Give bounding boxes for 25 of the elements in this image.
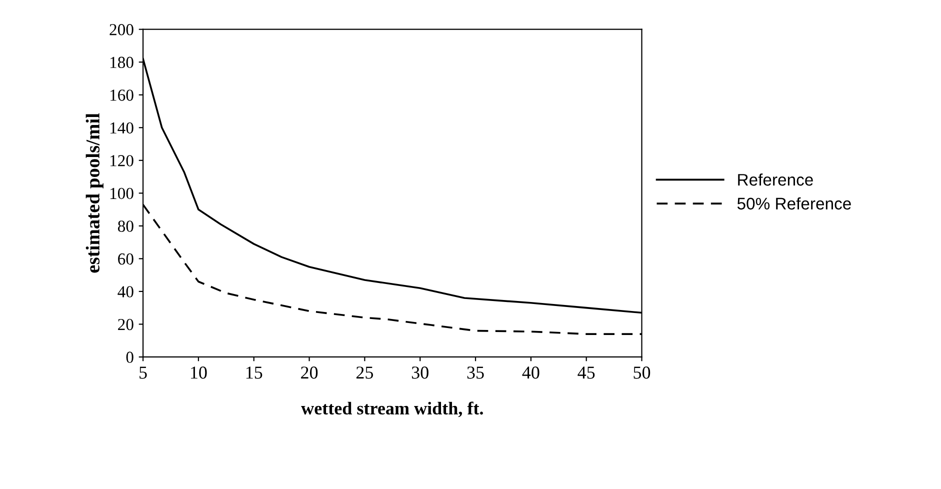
x-tick-label: 50	[634, 366, 650, 379]
y-axis-title: estimated pools/mil	[86, 113, 104, 273]
x-tick-label: 40	[522, 366, 540, 379]
y-tick-label: 0	[126, 352, 134, 363]
y-tick-label: 140	[110, 122, 134, 134]
x-axis-title: wetted stream width, ft.	[301, 402, 483, 418]
x-tick-label: 30	[412, 366, 428, 379]
x-tick-label: 5	[140, 366, 147, 379]
x-tick-label: 45	[578, 366, 595, 379]
y-tick-label: 180	[110, 56, 134, 68]
y-tick-label: 100	[110, 188, 134, 200]
y-tick-label: 160	[110, 90, 134, 101]
x-tick-label: 35	[467, 366, 484, 379]
y-tick-label: 60	[118, 253, 134, 265]
y-tick-label: 20	[118, 318, 134, 330]
legend-label: Reference	[738, 173, 813, 186]
legend-label: 50% Reference	[737, 197, 851, 210]
y-tick-label: 120	[110, 155, 134, 166]
y-tick-label: 200	[110, 24, 134, 36]
y-tick-label: 80	[118, 220, 134, 232]
x-tick-label: 20	[301, 366, 318, 379]
y-tick-label: 40	[118, 286, 134, 298]
x-tick-label: 25	[356, 366, 374, 379]
x-tick-label: 15	[246, 366, 262, 379]
x-tick-label: 10	[191, 366, 207, 379]
